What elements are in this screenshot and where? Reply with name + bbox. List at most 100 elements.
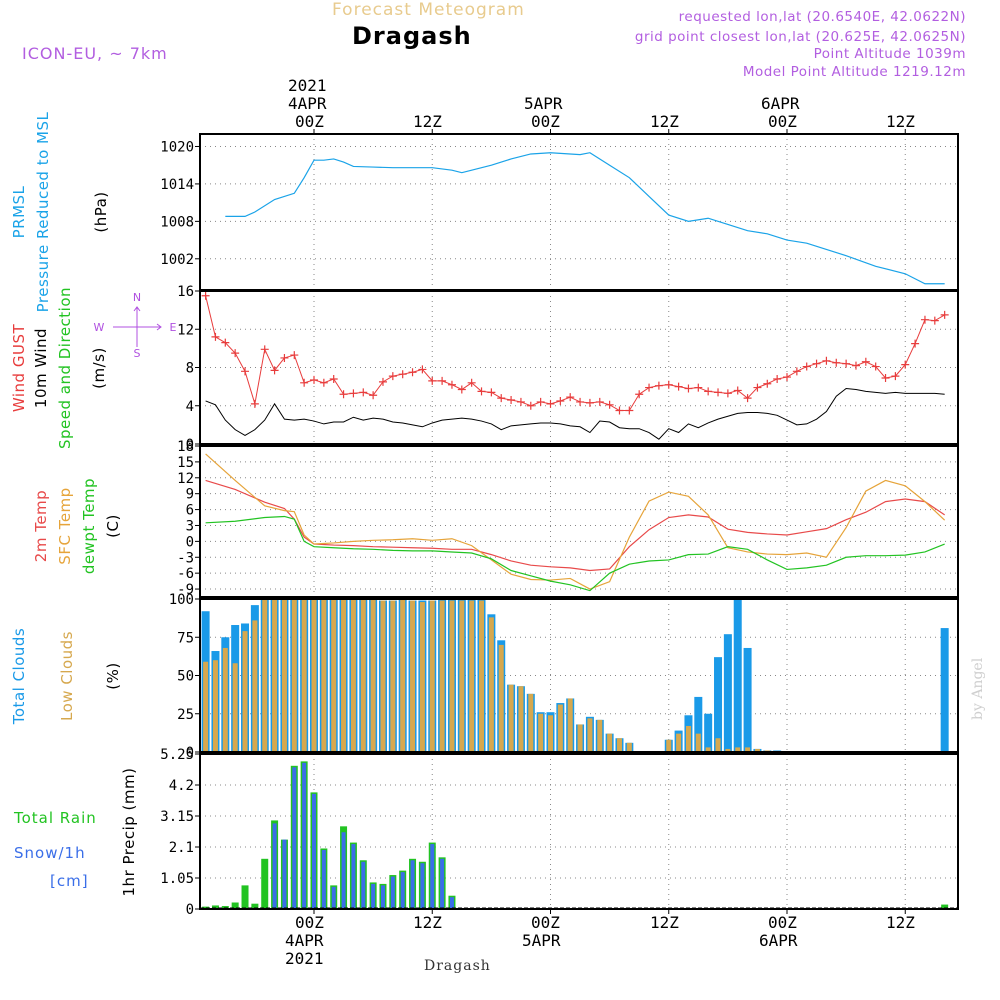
- gust-marker: [911, 339, 920, 348]
- gust-marker: [704, 387, 713, 396]
- rain-bar: [251, 903, 259, 909]
- total-clouds-bar: [733, 599, 742, 752]
- sfc-temp-label: SFC Temp: [56, 487, 74, 564]
- low-clouds-bar: [370, 599, 376, 752]
- wind-10m-label: 10m Wind: [32, 328, 50, 408]
- rain-bar: [231, 902, 239, 909]
- gust-marker: [576, 397, 585, 406]
- watermark: by Angel: [970, 657, 986, 720]
- gust-marker: [694, 383, 703, 392]
- y-tick-label: -3: [177, 550, 194, 566]
- compass-e: E: [170, 321, 177, 334]
- y-tick-label: 3.15: [160, 809, 194, 825]
- low-clouds-bar: [597, 719, 603, 752]
- clouds-unit-label: (%): [104, 662, 122, 689]
- low-clouds-bar: [222, 647, 228, 752]
- gust-marker: [753, 383, 762, 392]
- low-clouds-bar: [212, 660, 218, 752]
- snow-bar: [282, 839, 287, 909]
- gust-marker: [201, 291, 210, 300]
- y-tick-label: 6: [186, 503, 194, 519]
- snow-bar: [302, 762, 307, 909]
- gust-marker: [378, 377, 387, 386]
- low-clouds-bar: [311, 599, 317, 752]
- gust-marker: [231, 349, 240, 358]
- gust-marker: [901, 360, 910, 369]
- y-tick-label: 50: [177, 669, 194, 685]
- gust-marker: [783, 373, 791, 382]
- bottom-tick-3: 12Z: [650, 913, 679, 932]
- y-tick-label: 75: [177, 630, 194, 646]
- total-clouds-bar: [723, 634, 732, 752]
- panel-frame-1: [199, 133, 959, 291]
- low-clouds-bar: [616, 738, 622, 752]
- snow-bar: [351, 844, 356, 909]
- snow-label: Snow/1h: [14, 844, 86, 862]
- gust-marker: [595, 397, 604, 406]
- snow-bar: [371, 883, 376, 909]
- low-clouds-bar: [567, 698, 573, 752]
- panel-frame-2: [199, 290, 959, 445]
- low-clouds-bar: [380, 600, 386, 752]
- low-clouds-bar: [429, 600, 435, 752]
- precip-unit-label: 1hr Precip (mm): [120, 768, 138, 897]
- rain-bar: [941, 904, 949, 909]
- gust-marker: [398, 370, 407, 379]
- wind-speed-line: [205, 388, 945, 440]
- gust-marker: [773, 374, 782, 383]
- snow-bar: [292, 767, 297, 909]
- total-clouds-bar: [743, 647, 752, 752]
- pressure-line: [225, 152, 945, 285]
- requested-coords: requested lon,lat (20.6540E, 42.0622N): [678, 9, 966, 25]
- panel-frame-3: [199, 445, 959, 598]
- wind-gust-line: [205, 295, 945, 412]
- y-tick-label: 15: [177, 455, 194, 471]
- gust-marker: [270, 366, 279, 375]
- y-tick-label: 100: [169, 592, 194, 608]
- gust-marker: [881, 374, 890, 383]
- low-clouds-bar: [488, 617, 494, 752]
- wind-direction-label: Speed and Direction: [56, 287, 74, 449]
- gust-marker: [664, 380, 673, 389]
- top-tick-3: 12Z: [650, 112, 679, 131]
- y-tick-label: 12: [177, 471, 194, 487]
- gust-marker: [290, 351, 299, 360]
- low-clouds-bar: [745, 747, 751, 752]
- gust-marker: [536, 397, 545, 406]
- snow-bar: [420, 863, 425, 909]
- gust-marker: [349, 389, 358, 398]
- rain-bar: [202, 906, 210, 909]
- y-tick-label: 4: [186, 399, 194, 415]
- low-clouds-bar: [735, 747, 741, 752]
- model-point-altitude: Model Point Altitude 1219.12m: [742, 64, 966, 80]
- gust-marker: [369, 391, 378, 400]
- temp-2m-label: 2m Temp: [32, 490, 50, 562]
- gust-marker: [684, 384, 693, 393]
- snow-bar: [321, 849, 326, 909]
- bottom-tick-2: 00Z: [531, 913, 560, 932]
- low-clouds-bar: [281, 599, 287, 752]
- rain-bar: [241, 885, 249, 909]
- compass-n: N: [133, 291, 141, 304]
- gust-marker: [241, 367, 250, 376]
- gust-marker: [930, 316, 939, 325]
- gust-marker: [516, 397, 525, 406]
- y-tick-label: 1002: [160, 252, 194, 268]
- gust-marker: [546, 399, 555, 408]
- top-tick-0: 00Z: [295, 112, 324, 131]
- y-tick-label: 2.1: [169, 840, 194, 856]
- low-clouds-bar: [557, 704, 563, 752]
- y-tick-label: 1014: [160, 177, 194, 193]
- low-clouds-bar: [508, 684, 514, 752]
- snow-bar: [410, 860, 415, 909]
- low-clouds-bar: [410, 600, 416, 752]
- low-clouds-bar: [498, 644, 504, 752]
- panel-5: 0 1.05 2.1 3.15 4.2 5.25: [160, 747, 958, 918]
- gust-marker: [723, 389, 732, 398]
- gust-marker: [428, 376, 437, 385]
- low-clouds-bar: [203, 661, 209, 752]
- total-clouds-label: Total Clouds: [10, 628, 28, 725]
- gust-marker: [418, 365, 427, 374]
- gust-marker: [812, 359, 821, 368]
- sfc-temp-line: [205, 453, 946, 590]
